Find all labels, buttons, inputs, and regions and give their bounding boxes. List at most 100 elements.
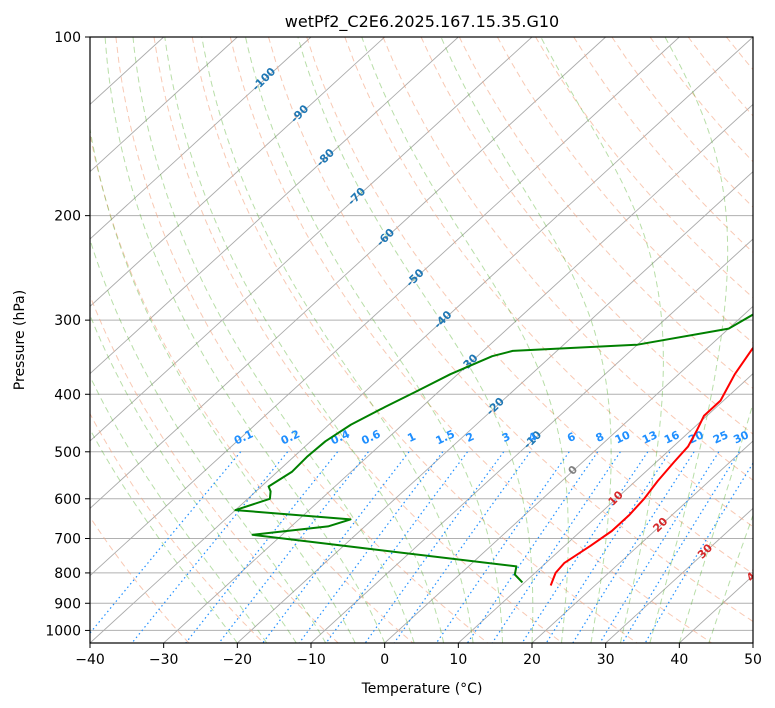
- mixing-ratio-label: 1: [405, 430, 417, 445]
- dry-adiabat: [458, 37, 753, 390]
- moist-adiabat: [132, 37, 415, 643]
- moist-adiabat: [164, 37, 445, 643]
- isotherm-line: [90, 37, 753, 643]
- isotherm-line: [90, 37, 606, 509]
- moist-adiabat: [649, 37, 729, 643]
- mixing-ratio-label: 6: [565, 430, 578, 445]
- isotherm-line: [90, 37, 238, 173]
- dry-adiabat: [90, 412, 264, 643]
- moist-adiabat: [245, 37, 503, 643]
- x-tick-label: 40: [670, 652, 688, 668]
- mixing-ratio-line: [466, 451, 599, 643]
- y-tick-label: 900: [54, 596, 81, 612]
- isotherm-label: 40: [744, 564, 764, 584]
- temperature-profile: [549, 346, 753, 586]
- moist-adiabat: [90, 313, 297, 643]
- mixing-ratio-line: [325, 451, 468, 643]
- x-axis-label: Temperature (°C): [361, 681, 483, 697]
- dry-adiabat: [496, 37, 753, 344]
- moist-adiabat: [297, 37, 534, 643]
- dry-adiabat: [765, 37, 775, 643]
- mixing-ratio-line: [90, 451, 242, 634]
- y-tick-label: 300: [54, 313, 81, 329]
- y-tick-label: 800: [54, 566, 81, 582]
- isotherm-line: [237, 171, 753, 643]
- moist-adiabat: [90, 375, 268, 643]
- isotherm-line: [752, 642, 753, 643]
- x-tick-label: −20: [223, 652, 253, 668]
- y-tick-label: 500: [54, 445, 81, 461]
- dry-adiabat: [535, 37, 753, 299]
- isotherm-line: [90, 37, 459, 375]
- plot-area: -100-90-80-70-60-50-40-30-20-10010203040…: [90, 37, 775, 643]
- x-tick-label: −10: [296, 652, 326, 668]
- moist-adiabat: [540, 37, 664, 643]
- isotherm-line: [310, 238, 753, 643]
- isotherm-line: [90, 37, 312, 240]
- moist-adiabat: [440, 37, 612, 643]
- y-tick-label: 600: [54, 492, 81, 508]
- moist-adiabat: [678, 402, 753, 643]
- dry-adiabat: [344, 37, 753, 528]
- x-tick-label: 30: [597, 652, 615, 668]
- mixing-ratio-line: [644, 462, 753, 643]
- mixing-ratio-line: [545, 451, 671, 643]
- moist-adiabat: [708, 513, 753, 643]
- plot-frame: [89, 36, 754, 644]
- moist-adiabat: [361, 37, 569, 643]
- dry-adiabat: [90, 131, 414, 643]
- isotherm-line: [90, 37, 533, 442]
- mixing-ratio-label: 36: [752, 428, 772, 446]
- x-tick-label: 10: [449, 652, 467, 668]
- mixing-ratio-label: 13: [640, 428, 659, 446]
- mixing-ratio-label: 16: [662, 428, 682, 446]
- dry-adiabat: [611, 37, 753, 208]
- mixing-ratio-label: 0.6: [359, 427, 382, 447]
- dry-adiabat: [90, 516, 190, 643]
- y-tick-label: 700: [54, 532, 81, 548]
- x-tick-label: −30: [149, 652, 179, 668]
- mixing-ratio-line: [521, 451, 649, 643]
- isotherm-line: [163, 103, 753, 643]
- mixing-ratio-line: [491, 451, 621, 643]
- x-tick-label: 20: [523, 652, 541, 668]
- mixing-ratio-line: [218, 451, 369, 643]
- dry-adiabat: [115, 37, 488, 643]
- moist-adiabat: [201, 37, 474, 643]
- y-tick-label: 1000: [45, 623, 81, 639]
- isotherm-line: [384, 305, 753, 643]
- y-axis-label: Pressure (hPa): [12, 290, 28, 390]
- moist-adiabat: [90, 237, 327, 643]
- mixing-ratio-line: [131, 451, 289, 643]
- axis-ticks: −40 −30 −20 −10 0 10 20 30 40 5010020030040050060…: [45, 30, 762, 668]
- dry-adiabat: [90, 294, 339, 643]
- y-tick-label: 400: [54, 387, 81, 403]
- mixing-ratio-line: [621, 451, 740, 643]
- dry-adiabat: [726, 37, 753, 71]
- isotherm-line: [458, 373, 753, 643]
- mixing-ratio-line: [435, 451, 570, 643]
- moist-adiabat: [104, 37, 386, 643]
- dewpoint-profile: [234, 313, 753, 584]
- x-tick-label: −40: [75, 652, 105, 668]
- mixing-ratio-line: [298, 451, 444, 643]
- dry-adiabat: [153, 37, 563, 643]
- mixing-ratio-line: [185, 451, 339, 643]
- isotherm-line: [90, 37, 385, 307]
- x-tick-label: 0: [380, 652, 389, 668]
- isotherm-line: [605, 507, 753, 643]
- mixing-ratio-label: 30: [731, 428, 751, 446]
- mixing-ratio-label: 0.1: [232, 427, 255, 447]
- mixing-ratio-label: 1.5: [434, 427, 457, 447]
- y-tick-label: 200: [54, 209, 81, 225]
- y-tick-label: 100: [54, 30, 81, 46]
- moist-adiabat: [90, 428, 238, 643]
- x-tick-label: 50: [744, 652, 762, 668]
- dry-adiabat: [191, 37, 638, 643]
- mixing-ratio-line: [572, 451, 695, 643]
- mixing-ratio-label: 10: [613, 428, 633, 446]
- mixing-ratio-label: 3: [500, 430, 512, 445]
- chart-title: wetPf2_C2E6.2025.167.15.35.G10: [285, 12, 559, 32]
- dry-adiabat: [420, 37, 753, 435]
